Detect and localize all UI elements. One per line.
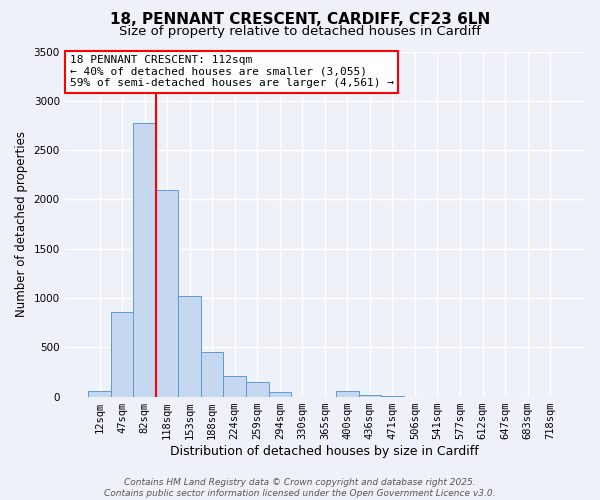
- Bar: [133, 123, 156, 396]
- Text: Size of property relative to detached houses in Cardiff: Size of property relative to detached ho…: [119, 25, 481, 38]
- Text: 18 PENNANT CRESCENT: 112sqm
← 40% of detached houses are smaller (3,055)
59% of : 18 PENNANT CRESCENT: 112sqm ← 40% of det…: [70, 55, 394, 88]
- Bar: [111, 312, 133, 396]
- Text: 18, PENNANT CRESCENT, CARDIFF, CF23 6LN: 18, PENNANT CRESCENT, CARDIFF, CF23 6LN: [110, 12, 490, 28]
- Bar: [246, 382, 269, 396]
- Y-axis label: Number of detached properties: Number of detached properties: [15, 131, 28, 317]
- Bar: [201, 352, 223, 397]
- Bar: [359, 394, 381, 396]
- Bar: [336, 391, 359, 396]
- Bar: [269, 392, 291, 396]
- Bar: [178, 296, 201, 396]
- Text: Contains HM Land Registry data © Crown copyright and database right 2025.
Contai: Contains HM Land Registry data © Crown c…: [104, 478, 496, 498]
- Bar: [156, 190, 178, 396]
- X-axis label: Distribution of detached houses by size in Cardiff: Distribution of detached houses by size …: [170, 444, 479, 458]
- Bar: [223, 376, 246, 396]
- Bar: [88, 391, 111, 396]
